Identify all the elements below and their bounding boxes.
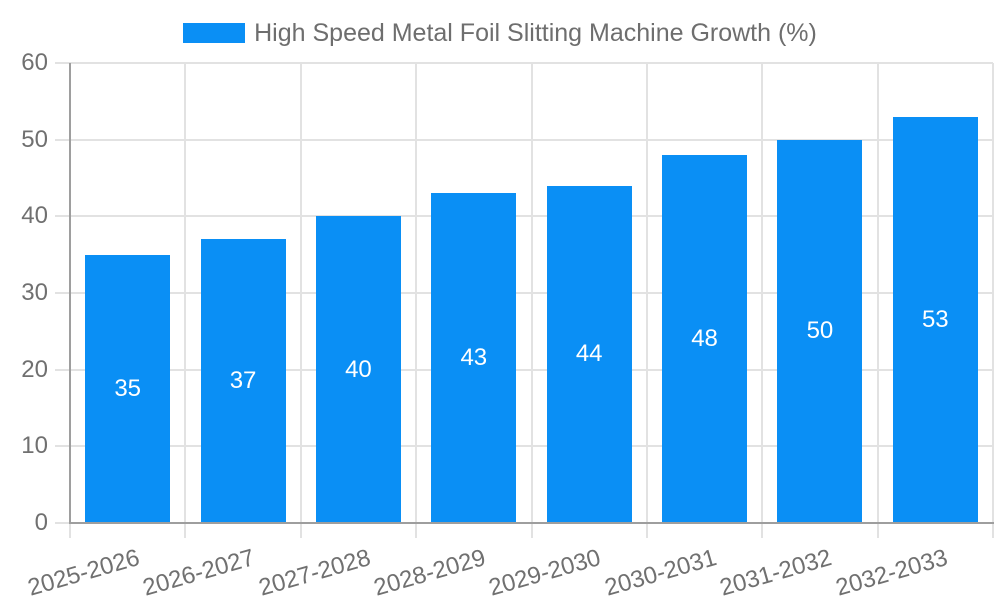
bar-2030-2031[interactable]: 48 <box>662 155 747 523</box>
y-axis-tick <box>55 368 70 371</box>
y-axis-tick <box>55 292 70 294</box>
x-tick-label: 2032-2033 <box>832 544 951 600</box>
y-tick-label: 20 <box>21 355 48 383</box>
x-axis-tick <box>184 523 187 538</box>
bar-2029-2030[interactable]: 44 <box>546 185 632 523</box>
x-gridline <box>761 63 764 523</box>
chart-legend-item[interactable]: High Speed Metal Foil Slitting Machine G… <box>0 20 1000 46</box>
bar-value-label: 43 <box>460 344 488 372</box>
bar-value-label: 53 <box>921 305 949 333</box>
bar-2027-2028[interactable]: 40 <box>315 216 401 523</box>
x-gridline <box>415 63 418 523</box>
x-tick-label: 2030-2031 <box>601 544 720 600</box>
bar-value-label: 50 <box>806 317 834 345</box>
x-axis-tick <box>415 523 418 538</box>
y-axis-tick <box>55 522 70 524</box>
x-tick-label: 2026-2027 <box>140 544 258 600</box>
x-tick-label: 2027-2028 <box>255 544 374 600</box>
x-tick-label: 2029-2030 <box>486 544 605 600</box>
x-tick-label: 2025-2026 <box>24 544 143 600</box>
x-axis-tick <box>645 523 648 538</box>
y-tick-label: 40 <box>21 202 48 230</box>
x-axis-tick <box>992 523 994 538</box>
y-tick-label: 30 <box>21 279 48 306</box>
legend-swatch-icon <box>183 23 246 43</box>
x-axis-tick <box>530 523 533 538</box>
y-tick-label: 60 <box>21 49 48 76</box>
bar-value-label: 35 <box>114 374 142 402</box>
bar-2025-2026[interactable]: 35 <box>85 254 171 523</box>
y-tick-label: 50 <box>21 125 48 153</box>
x-gridline <box>992 63 994 523</box>
y-axis-tick <box>55 215 70 218</box>
x-axis-tick <box>761 523 764 538</box>
x-axis-tick <box>299 523 302 538</box>
y-tick-label: 10 <box>21 432 48 460</box>
x-tick-label: 2031-2032 <box>717 544 835 600</box>
x-gridline <box>645 63 648 523</box>
legend-label: High Speed Metal Foil Slitting Machine G… <box>254 19 817 47</box>
bar-value-label: 37 <box>229 367 257 395</box>
x-gridline <box>876 63 879 523</box>
x-gridline <box>530 63 533 523</box>
x-axis-line <box>69 522 994 524</box>
y-axis-tick <box>55 445 70 448</box>
x-axis-tick <box>876 523 879 538</box>
bar-2032-2033[interactable]: 53 <box>892 116 978 523</box>
y-tick-label: 0 <box>34 509 48 536</box>
x-tick-label: 2028-2029 <box>370 544 489 600</box>
bar-2026-2027[interactable]: 37 <box>200 239 286 523</box>
y-axis-tick <box>55 138 70 141</box>
y-axis-line <box>69 63 71 523</box>
bar-2031-2032[interactable]: 50 <box>777 139 863 523</box>
x-axis-tick <box>69 523 71 538</box>
bar-2028-2029[interactable]: 43 <box>431 193 517 523</box>
bar-value-label: 48 <box>691 325 718 352</box>
bar-value-label: 44 <box>575 340 603 368</box>
x-gridline <box>184 63 187 523</box>
y-axis-tick <box>55 62 70 64</box>
x-gridline <box>299 63 302 523</box>
bar-value-label: 40 <box>345 355 372 383</box>
